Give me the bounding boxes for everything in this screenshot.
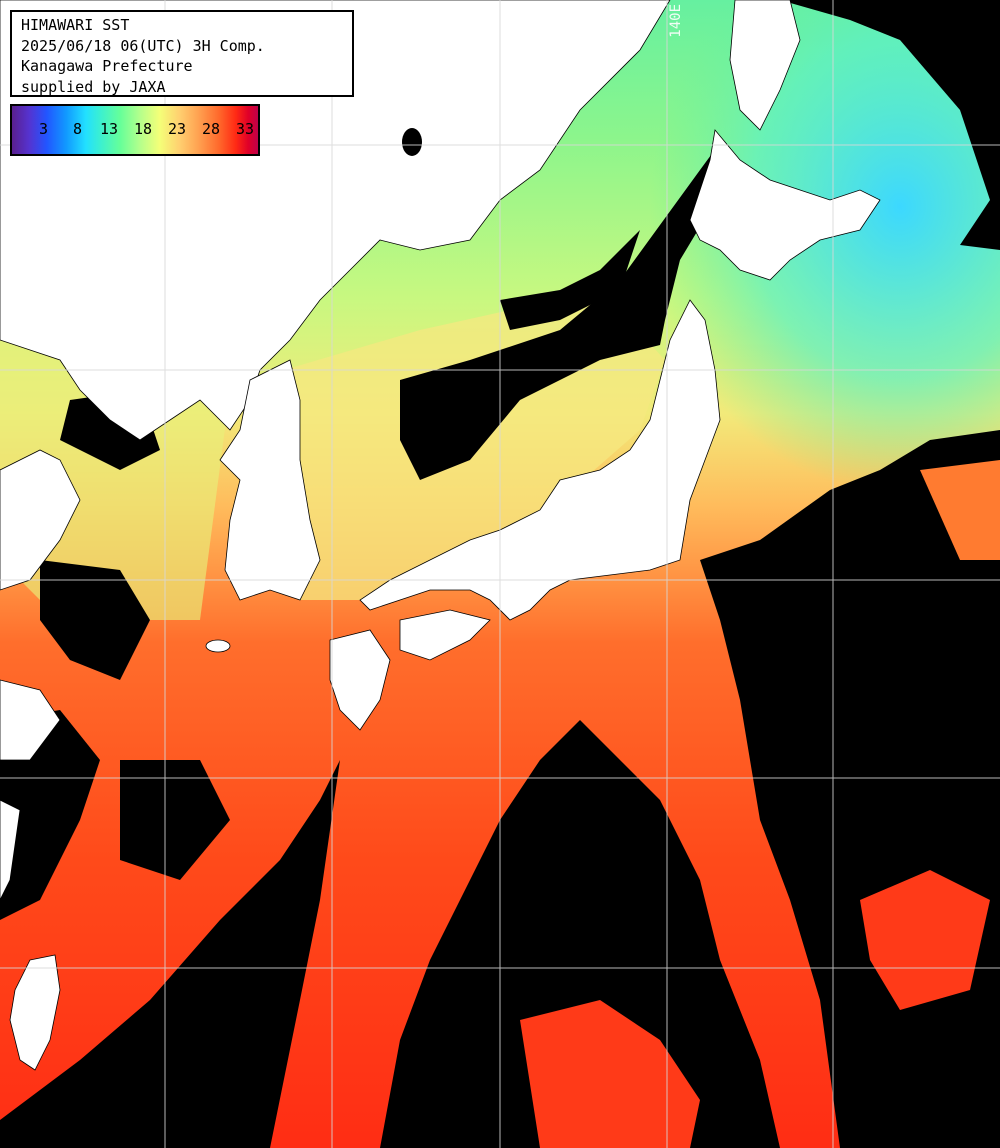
legend-tick: 13: [100, 120, 119, 138]
title-line-2: 2025/06/18 06(UTC) 3H Comp.: [21, 36, 265, 55]
map-info-box: HIMAWARI SST 2025/06/18 06(UTC) 3H Comp.…: [10, 10, 354, 97]
land-taiwan: [9, 954, 61, 1071]
legend-tick: 33: [236, 120, 255, 138]
longitude-label: 140E: [668, 4, 684, 38]
legend-tick: 28: [202, 120, 221, 138]
land-korea: [219, 359, 321, 601]
title-line-4: supplied by JAXA: [21, 77, 166, 96]
title-line-3: Kanagawa Prefecture: [21, 57, 193, 75]
land-china-coast: [0, 449, 81, 591]
legend-tick: 3: [39, 120, 49, 138]
legend-color-bar: [12, 106, 258, 154]
land-honshu: [359, 299, 721, 621]
title-line-1: HIMAWARI SST: [21, 16, 130, 34]
land-sakhalin: [729, 0, 801, 131]
legend-tick: 8: [73, 120, 83, 138]
land-hokkaido: [689, 129, 881, 281]
land-jeju: [205, 639, 231, 653]
land-shikoku: [399, 609, 491, 661]
legend-tick: 18: [134, 120, 153, 138]
temperature-legend: 3 8 13 18 23 28 33: [10, 104, 260, 156]
legend-tick: 23: [168, 120, 187, 138]
